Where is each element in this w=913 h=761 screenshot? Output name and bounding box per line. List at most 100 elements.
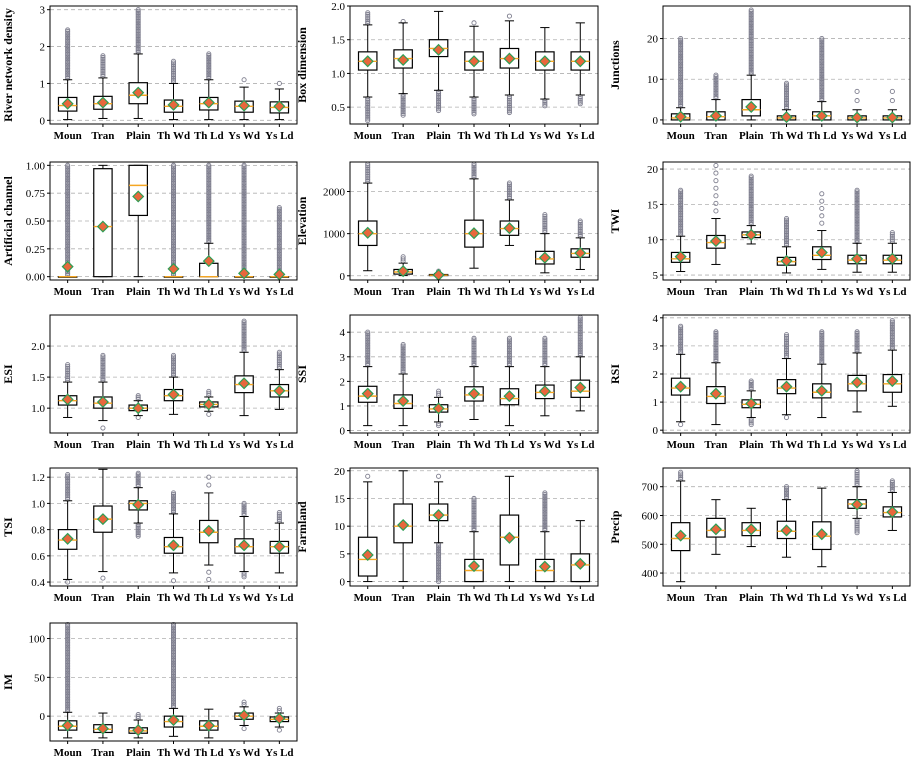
mean-marker — [96, 395, 109, 408]
outlier-point — [365, 102, 371, 109]
outlier-point — [241, 214, 247, 220]
outlier-point — [471, 164, 477, 170]
outlier-point — [542, 101, 548, 107]
x-tick-label: Ys Ld — [265, 747, 293, 759]
outlier-point — [241, 183, 247, 189]
outlier-point — [170, 626, 177, 632]
outlier-point — [65, 199, 71, 205]
outlier-point — [854, 478, 860, 484]
outlier-point — [206, 188, 212, 194]
x-tick-label: Th Ld — [495, 130, 525, 142]
outlier-point — [241, 574, 247, 580]
outlier-point — [748, 59, 754, 65]
box-th-wd — [163, 352, 184, 415]
outlier-point — [748, 218, 754, 224]
outlier-point — [65, 644, 71, 650]
outlier-point — [400, 356, 406, 362]
outlier-point — [678, 210, 684, 216]
outlier-point — [65, 211, 71, 217]
outlier-point — [65, 631, 71, 637]
outlier-point — [65, 638, 71, 644]
outlier-point — [854, 347, 860, 353]
x-tick-label: Th Wd — [770, 286, 803, 298]
outlier-point — [170, 663, 177, 670]
outlier-point — [889, 339, 895, 345]
outlier-point — [471, 509, 477, 515]
outlier-point — [471, 519, 477, 525]
outlier-point — [678, 98, 684, 104]
outlier-point — [65, 494, 71, 501]
outlier-point — [241, 336, 247, 342]
outlier-point — [65, 195, 71, 201]
y-tick-label: 700 — [642, 482, 659, 494]
outlier-point — [542, 337, 548, 343]
outlier-point — [678, 223, 684, 229]
outlier-point — [471, 505, 477, 511]
outlier-point — [506, 340, 512, 346]
x-tick-label: Plain — [126, 130, 150, 142]
outlier-point — [65, 623, 71, 629]
x-tick-label: Plain — [426, 130, 450, 142]
outlier-point — [713, 74, 719, 80]
outlier-point — [506, 99, 512, 105]
outlier-point — [854, 215, 860, 221]
outlier-point — [889, 478, 895, 484]
x-tick-label: Ys Ld — [265, 439, 293, 451]
outlier-point — [276, 232, 282, 238]
outlier-point — [577, 225, 583, 231]
outlier-point — [506, 350, 512, 356]
outlier-point — [65, 222, 71, 228]
outlier-point — [854, 343, 860, 349]
outlier-point — [678, 89, 684, 95]
outlier-point — [889, 337, 895, 343]
outlier-point — [65, 238, 71, 244]
outlier-point — [241, 238, 247, 244]
outlier-point — [678, 55, 684, 61]
outlier-point — [65, 198, 71, 204]
outlier-point — [170, 678, 177, 684]
x-tick-label: Moun — [54, 130, 82, 142]
mean-marker — [167, 262, 180, 275]
mean-marker — [538, 251, 551, 264]
outlier-point — [471, 173, 477, 179]
outlier-point — [783, 237, 790, 243]
outlier-point — [65, 363, 71, 369]
outlier-point — [276, 511, 282, 517]
outlier-point — [400, 106, 406, 112]
outlier-point — [170, 170, 177, 176]
outlier-point — [206, 175, 212, 181]
outlier-point — [241, 699, 247, 705]
box-ys-wd — [234, 699, 254, 732]
outlier-point — [819, 345, 825, 351]
outlier-point — [276, 240, 282, 246]
outlier-point — [170, 190, 177, 196]
outlier-point — [241, 227, 247, 233]
outlier-point — [65, 186, 71, 193]
outlier-point — [819, 356, 825, 362]
outlier-point — [713, 170, 719, 176]
outlier-point — [678, 474, 684, 481]
outlier-point — [65, 73, 71, 80]
outlier-point — [783, 344, 790, 350]
outlier-point — [170, 654, 177, 660]
outlier-point — [241, 243, 247, 249]
x-tick-label: Plain — [126, 747, 150, 759]
outlier-point — [65, 656, 71, 662]
outlier-point — [170, 646, 177, 652]
outlier-point — [170, 216, 177, 222]
x-tick-label: Ys Ld — [566, 592, 594, 604]
outlier-point — [65, 251, 71, 257]
outlier-point — [65, 33, 71, 39]
plot-frame — [49, 622, 298, 742]
x-tick-label: Tran — [392, 439, 415, 451]
outlier-point — [206, 222, 212, 228]
outlier-point — [241, 259, 247, 265]
x-tick-label: Ys Wd — [841, 130, 873, 142]
outlier-point — [678, 100, 684, 106]
outlier-point — [170, 689, 177, 695]
outlier-point — [748, 216, 754, 222]
outlier-point — [678, 44, 684, 50]
outlier-point — [365, 113, 371, 119]
outlier-point — [65, 183, 71, 189]
